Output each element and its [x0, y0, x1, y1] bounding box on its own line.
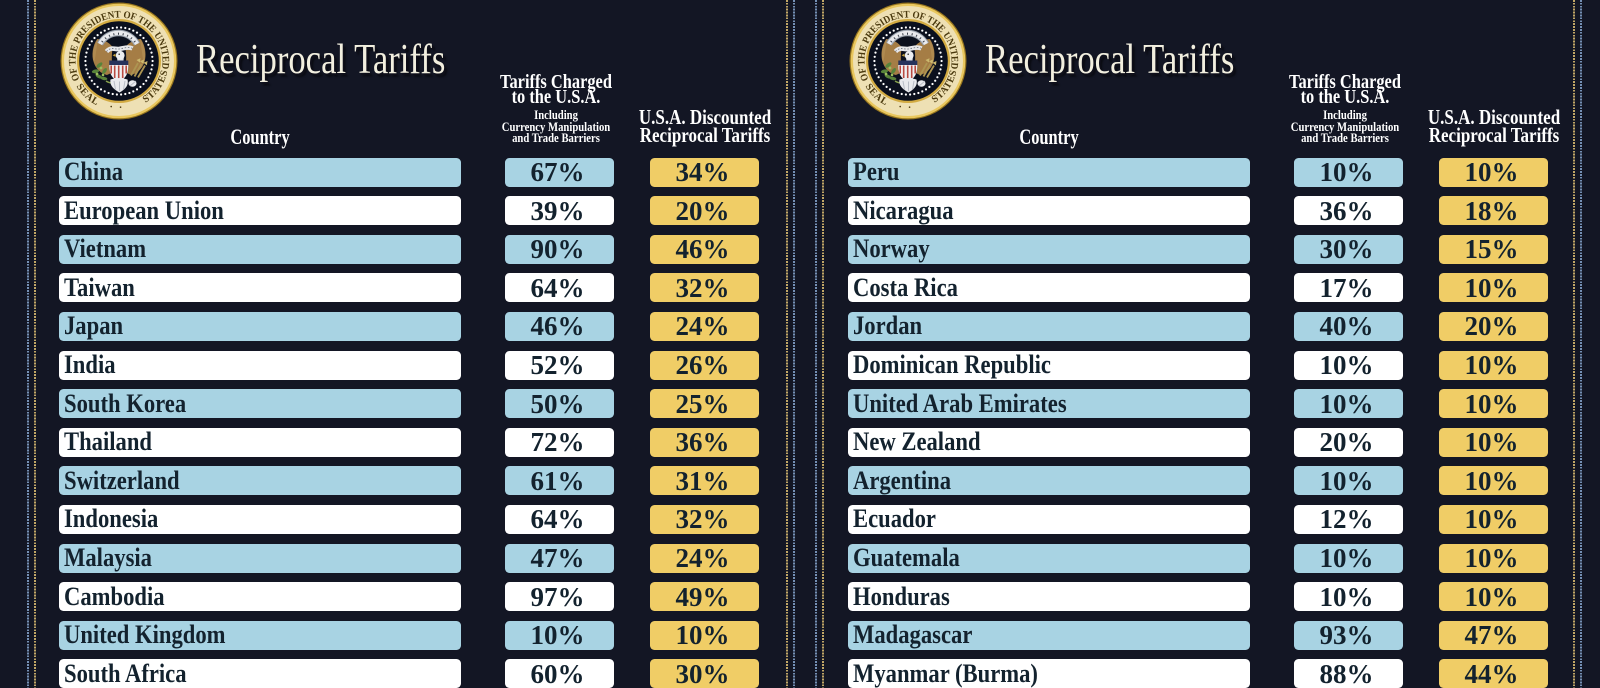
svg-text:·: ·	[119, 102, 123, 113]
svg-text:·: ·	[108, 102, 113, 113]
svg-text:·: ·	[897, 102, 902, 113]
svg-text:·: ·	[908, 102, 912, 113]
